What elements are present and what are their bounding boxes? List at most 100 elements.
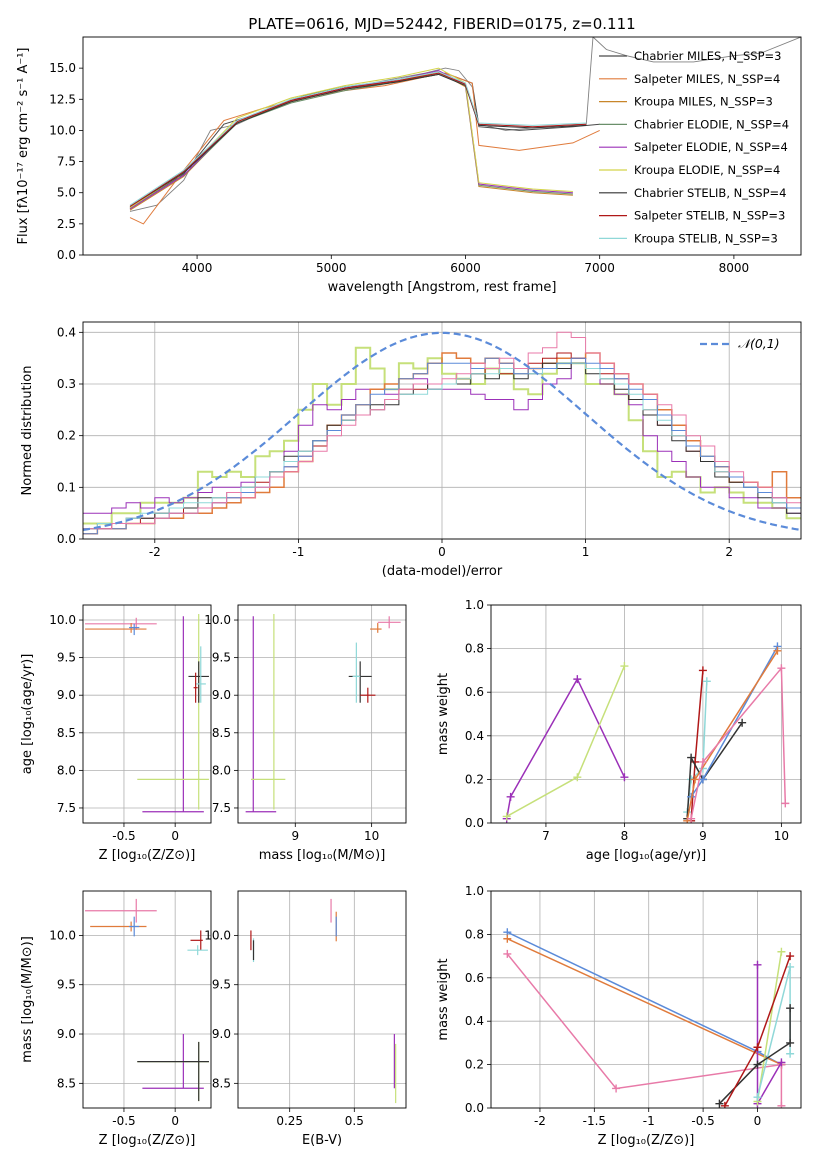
point-marker [753,1093,762,1102]
x-axis-label: wavelength [Angstrom, rest frame] [328,280,557,295]
y-tick-label: 8.5 [57,726,76,740]
errorbar-point [187,945,208,956]
y-tick-label: 9.0 [57,1027,76,1041]
x-tick-label: -1 [643,1114,655,1128]
series-line [718,1008,791,1105]
panel-mass_vs_EBV: 0.25 0.5 8.5 9.0 9.5 10.0 E(B-V) [204,890,407,1148]
y-tick-label: 9.0 [212,688,231,702]
point-marker [753,960,762,969]
legend-label: Chabrier STELIB, N_SSP=4 [634,186,786,200]
plot-area [85,898,209,1102]
axes-frame [490,604,802,824]
point-marker [503,934,512,943]
x-tick-label: -1.5 [583,1114,606,1128]
y-tick-label: 0.0 [465,1101,484,1115]
y-tick-label: 7.5 [57,155,76,169]
x-tick-label: 9 [699,829,707,843]
point-marker [620,773,629,782]
point-marker [687,753,696,762]
axes-frame [82,890,212,1109]
series-line [129,72,587,207]
point-marker [687,814,696,823]
plot-area [245,614,401,813]
chart-title: PLATE=0616, MJD=52442, FIBERID=0175, z=0… [248,15,635,33]
errorbar-point [193,672,198,703]
y-axis-label: mass weight [436,673,451,755]
errorbar-point [129,916,140,937]
panel-mass_vs_Z: -0.5 0 8.5 9.0 9.5 10.0 Z [log₁₀(Z/Z⊙)] mass [l… [20,890,212,1148]
hist-series [83,346,801,525]
y-tick-label: 0.8 [465,642,484,656]
series-line [690,666,787,819]
errorbar-point [190,930,203,951]
y-tick-label: 0.0 [465,816,484,830]
x-tick-label: 10 [774,829,789,843]
y-tick-label: 7.5 [57,801,76,815]
legend-label: Salpeter MILES, N_SSP=4 [634,72,780,86]
point-marker [573,675,582,684]
y-tick-label: 0.4 [465,1014,484,1028]
series-line [129,73,587,207]
errorbar-point [188,661,209,703]
series-line [506,953,783,1106]
errorbar-point [195,646,206,703]
plot-area [250,898,397,1104]
axes-frame [490,890,802,1109]
errorbar-point [137,1041,209,1102]
point-marker [698,775,707,784]
series-line [506,938,782,1066]
y-tick-label: 10.0 [204,613,231,627]
point-marker [612,1084,621,1093]
y-tick-label: 10.0 [49,613,76,627]
series-line [129,72,600,209]
series-line [129,72,573,210]
errorbar-point [360,687,376,703]
y-tick-label: 0.4 [57,325,76,339]
y-tick-label: 10.0 [204,928,231,942]
x-tick-label: 7 [542,829,550,843]
point-marker [715,1099,724,1108]
errorbar-point [370,623,382,633]
legend-label: Kroupa MILES, N_SSP=3 [634,95,773,109]
point-marker [777,947,786,956]
y-tick-label: 9.5 [212,978,231,992]
x-tick-label: 0 [438,545,446,559]
plot-area [503,928,795,1108]
x-tick-label: 4000 [182,261,213,275]
x-tick-label: 10 [364,829,379,843]
series-line [686,722,743,819]
point-marker [702,677,711,686]
y-tick-label: 9.0 [57,688,76,702]
x-tick-label: 8000 [719,261,750,275]
y-tick-label: 9.0 [212,1027,231,1041]
legend: 𝒩(0,1) [700,336,780,351]
errorbar-point [352,642,361,703]
x-tick-label: -2 [534,1114,546,1128]
y-tick-label: 0.6 [465,685,484,699]
errorbar-point [85,617,157,630]
x-axis-label: Z [log₁₀(Z/Z⊙)] [99,1133,196,1148]
errorbar-point [85,898,157,923]
panel-residuals: -2 -1 0 1 2 0.0 0.1 0.2 0.3 0.4 (data-model)/error… [20,321,802,579]
point-marker [502,812,511,821]
y-tick-label: 0.0 [57,532,76,546]
series-line [129,71,573,211]
y-tick-label: 0.6 [465,971,484,985]
gaussian-curve [83,331,801,531]
point-marker [786,1004,795,1013]
y-tick-label: 1.0 [465,884,484,898]
y-tick-label: 0.3 [57,377,76,391]
plot-area [129,37,801,225]
y-tick-label: 9.5 [57,651,76,665]
legend-label: Salpeter STELIB, N_SSP=3 [634,209,785,223]
y-tick-label: 10.0 [49,928,76,942]
axes-frame [82,36,802,256]
point-marker [777,664,786,673]
errorbar-point [129,623,140,636]
y-tick-label: 1.0 [465,598,484,612]
y-axis-label: mass weight [436,958,451,1040]
point-marker [786,952,795,961]
legend-label: 𝒩(0,1) [738,336,780,351]
y-tick-label: 10.0 [49,123,76,137]
y-axis-label: age [log₁₀(age/yr)] [20,654,35,775]
